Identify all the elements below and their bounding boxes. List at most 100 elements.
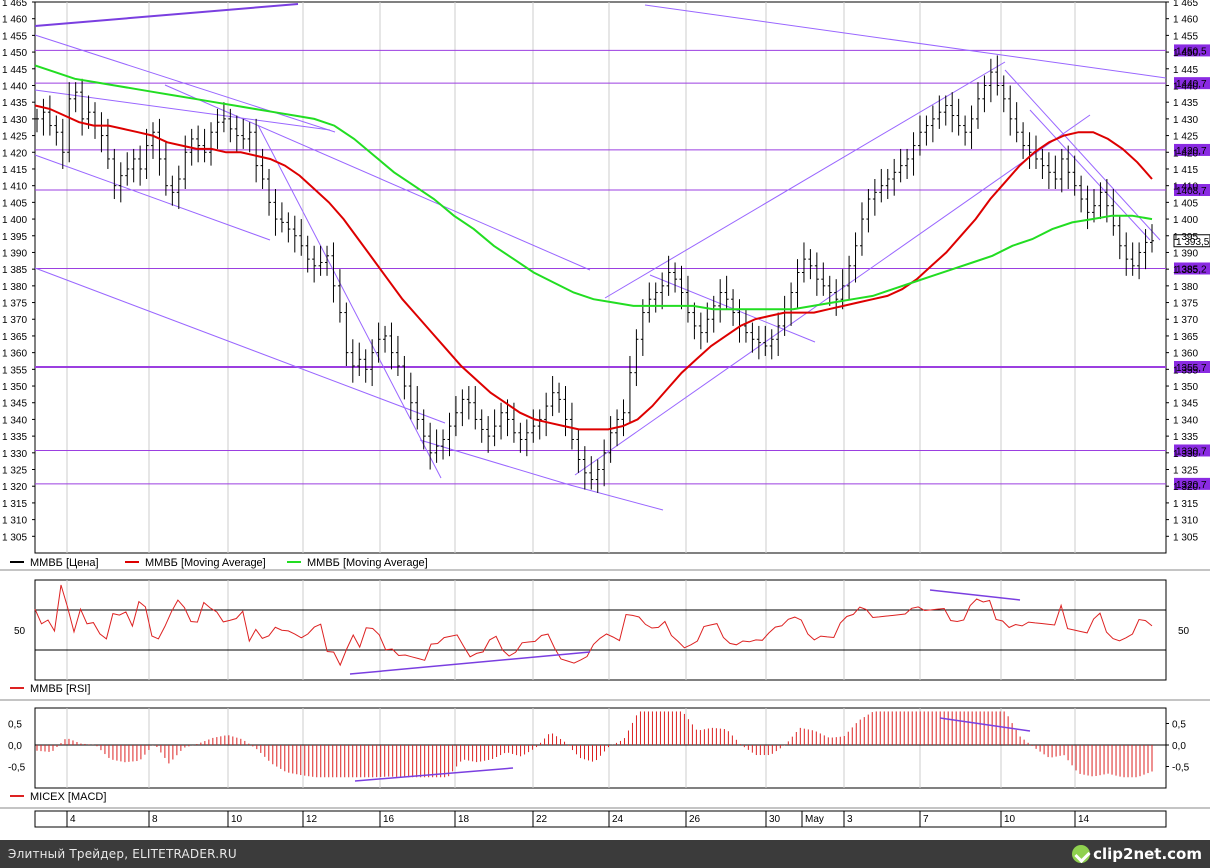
moving-averages bbox=[34, 64, 1153, 431]
y-tick-label-right: 1 335 bbox=[1173, 432, 1198, 443]
trend-line bbox=[34, 267, 446, 424]
y-tick-label-left: 1 390 bbox=[2, 248, 27, 259]
y-tick-label-left: 1 360 bbox=[2, 349, 27, 360]
macd-tick-left: 0,0 bbox=[8, 741, 22, 752]
footer-text: Элитный Трейдер, ELITETRADER.RU bbox=[8, 847, 237, 861]
footer-bar: Элитный Трейдер, ELITETRADER.RU clip2net… bbox=[0, 840, 1210, 868]
y-tick-label-right: 1 405 bbox=[1173, 198, 1198, 209]
trend-line bbox=[574, 114, 1091, 476]
y-tick-label-right: 1 400 bbox=[1173, 215, 1198, 226]
y-tick-label-right: 1 345 bbox=[1173, 399, 1198, 410]
y-tick-label-left: 1 455 bbox=[2, 31, 27, 42]
trend-line bbox=[644, 4, 1167, 79]
level-label: 1408,7 bbox=[1176, 186, 1207, 197]
y-tick-label-left: 1 435 bbox=[2, 98, 27, 109]
logo-text: clip2net.com bbox=[1093, 845, 1202, 863]
legend-label: ММВБ [Цена] bbox=[30, 557, 99, 569]
date-tick-label: May bbox=[805, 814, 824, 825]
price-series bbox=[35, 55, 1154, 493]
rsi-line bbox=[34, 584, 1153, 667]
y-tick-label-left: 1 380 bbox=[2, 282, 27, 293]
support-resistance-levels: 1450,5 1440,7 1420,7 1408,7 1385,2 1355,7 1330… bbox=[35, 44, 1210, 491]
level-label-box bbox=[1174, 77, 1210, 90]
y-tick-label-left: 1 445 bbox=[2, 65, 27, 76]
rsi-panel: 50 50 bbox=[14, 584, 1190, 675]
panel-frames bbox=[0, 1, 1210, 828]
trend-line bbox=[164, 84, 591, 271]
y-tick-label-right: 1 315 bbox=[1173, 499, 1198, 510]
clip2net-logo: clip2net.com bbox=[1072, 844, 1202, 864]
macd-tick-right: 0,0 bbox=[1172, 741, 1186, 752]
rsi-panel-frame bbox=[34, 579, 1167, 681]
y-tick-label-right: 1 390 bbox=[1173, 248, 1198, 259]
trend-line bbox=[569, 484, 664, 511]
trend-line bbox=[257, 124, 442, 479]
y-tick-label-right: 1 455 bbox=[1173, 31, 1198, 42]
y-tick-label-right: 1 360 bbox=[1173, 349, 1198, 360]
y-tick-label-left: 1 345 bbox=[2, 399, 27, 410]
macd-tick-left: -0,5 bbox=[8, 763, 26, 774]
date-tick-label: 26 bbox=[689, 814, 701, 825]
level-label: 1355,7 bbox=[1176, 363, 1207, 374]
macd-divergence-line bbox=[354, 767, 514, 782]
trend-line bbox=[34, 89, 331, 131]
y-tick-label-left: 1 315 bbox=[2, 499, 27, 510]
y-tick-label-right: 1 330 bbox=[1173, 449, 1198, 460]
y-tick-label-left: 1 425 bbox=[2, 132, 27, 143]
date-axis-frame bbox=[34, 810, 1167, 828]
level-label-box bbox=[1174, 360, 1210, 373]
chart-canvas: 1450,5 1440,7 1420,7 1408,7 1385,2 1355,7 1330… bbox=[0, 0, 1210, 828]
check-circle-icon bbox=[1072, 845, 1091, 863]
date-tick-label: 10 bbox=[1004, 814, 1016, 825]
y-tick-label-left: 1 460 bbox=[2, 15, 27, 26]
macd-panel-frame bbox=[34, 707, 1167, 789]
y-tick-label-right: 1 460 bbox=[1173, 15, 1198, 26]
date-tick-label: 22 bbox=[536, 814, 548, 825]
y-tick-label-right: 1 425 bbox=[1173, 132, 1198, 143]
y-tick-label-left: 1 410 bbox=[2, 182, 27, 193]
y-tick-label-right: 1 380 bbox=[1173, 282, 1198, 293]
macd-tick-right: -0,5 bbox=[1172, 763, 1190, 774]
main-panel-frame bbox=[34, 1, 1167, 554]
level-label-box bbox=[1174, 184, 1210, 197]
y-tick-label-right: 1 320 bbox=[1173, 482, 1198, 493]
y-tick-label-left: 1 305 bbox=[2, 532, 27, 543]
y-tick-label-right: 1 305 bbox=[1173, 532, 1198, 543]
date-tick-label: 10 bbox=[231, 814, 243, 825]
level-label-box bbox=[1174, 477, 1210, 490]
last-price-label: 1 393,5 bbox=[1176, 237, 1210, 248]
y-tick-label-left: 1 400 bbox=[2, 215, 27, 226]
y-tick-label-left: 1 370 bbox=[2, 315, 27, 326]
moving-average-line bbox=[34, 104, 1153, 431]
y-tick-label-right: 1 370 bbox=[1173, 315, 1198, 326]
date-tick-label: 7 bbox=[923, 814, 929, 825]
level-label: 1450,5 bbox=[1176, 46, 1207, 57]
level-label-box bbox=[1174, 262, 1210, 275]
y-tick-label-left: 1 395 bbox=[2, 232, 27, 243]
y-tick-label-left: 1 385 bbox=[2, 265, 27, 276]
y-tick-label-left: 1 330 bbox=[2, 449, 27, 460]
last-price-box bbox=[1173, 234, 1210, 248]
date-tick-label: 3 bbox=[847, 814, 853, 825]
y-tick-label-right: 1 445 bbox=[1173, 65, 1198, 76]
grid-lines bbox=[66, 2, 1076, 788]
y-tick-label-left: 1 355 bbox=[2, 365, 27, 376]
axis-labels: 4 8 10 12 16 18 22 24 26 30 May 3 7 10 14 1 305 1 305 1 3… bbox=[2, 0, 1198, 827]
y-tick-label-right: 1 355 bbox=[1173, 365, 1198, 376]
level-label-box bbox=[1174, 44, 1210, 57]
y-tick-label-left: 1 405 bbox=[2, 198, 27, 209]
date-tick-label: 8 bbox=[152, 814, 158, 825]
y-tick-label-right: 1 450 bbox=[1173, 48, 1198, 59]
trend-line bbox=[34, 34, 336, 133]
y-tick-label-left: 1 465 bbox=[2, 0, 27, 9]
level-label: 1330,7 bbox=[1176, 446, 1207, 457]
legend-label: ММВБ [RSI] bbox=[30, 683, 90, 695]
level-label: 1385,2 bbox=[1176, 264, 1207, 275]
moving-average-line bbox=[34, 64, 1153, 311]
y-tick-label-right: 1 325 bbox=[1173, 466, 1198, 477]
legend-label: MICEX [MACD] bbox=[30, 791, 106, 803]
macd-tick-left: 0,5 bbox=[8, 720, 22, 731]
trend-line bbox=[34, 3, 299, 27]
y-tick-label-right: 1 375 bbox=[1173, 299, 1198, 310]
y-tick-label-right: 1 440 bbox=[1173, 81, 1198, 92]
